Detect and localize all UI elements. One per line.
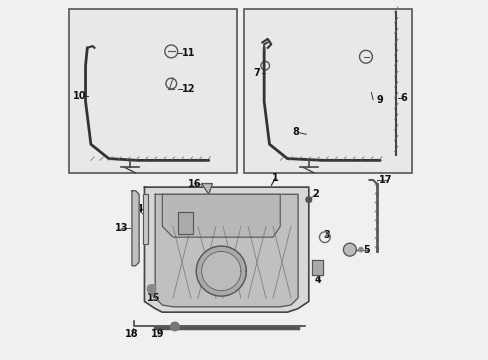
Bar (178, 212, 192, 234)
Text: 15: 15 (146, 293, 160, 303)
Text: 12: 12 (182, 84, 195, 94)
Polygon shape (132, 191, 139, 266)
FancyBboxPatch shape (244, 9, 411, 173)
FancyBboxPatch shape (69, 9, 237, 173)
Bar (142, 194, 148, 244)
Text: 2: 2 (312, 189, 319, 199)
Text: 13: 13 (114, 223, 128, 233)
Bar (178, 212, 192, 234)
Text: 8: 8 (292, 127, 299, 137)
Text: 3: 3 (323, 230, 329, 240)
Polygon shape (144, 187, 308, 312)
Text: 7: 7 (253, 68, 260, 78)
Polygon shape (201, 184, 212, 194)
Polygon shape (155, 194, 298, 307)
Text: 6: 6 (400, 93, 407, 103)
Circle shape (147, 285, 156, 293)
Text: 19: 19 (151, 329, 164, 339)
Polygon shape (162, 194, 280, 237)
Polygon shape (201, 251, 241, 291)
Polygon shape (312, 260, 323, 275)
Text: 16: 16 (187, 179, 201, 189)
Polygon shape (196, 246, 246, 296)
Text: 14: 14 (130, 203, 144, 213)
Circle shape (358, 248, 363, 252)
Text: 9: 9 (376, 95, 383, 105)
Text: 18: 18 (125, 329, 139, 339)
Circle shape (305, 197, 311, 203)
Circle shape (343, 243, 356, 256)
Circle shape (170, 322, 179, 331)
Text: 1: 1 (271, 173, 278, 183)
Text: 10: 10 (73, 91, 86, 101)
Text: 4: 4 (314, 275, 321, 285)
Text: 17: 17 (378, 175, 391, 185)
Text: 5: 5 (363, 245, 369, 255)
Bar (142, 194, 148, 244)
Text: 11: 11 (182, 48, 195, 58)
